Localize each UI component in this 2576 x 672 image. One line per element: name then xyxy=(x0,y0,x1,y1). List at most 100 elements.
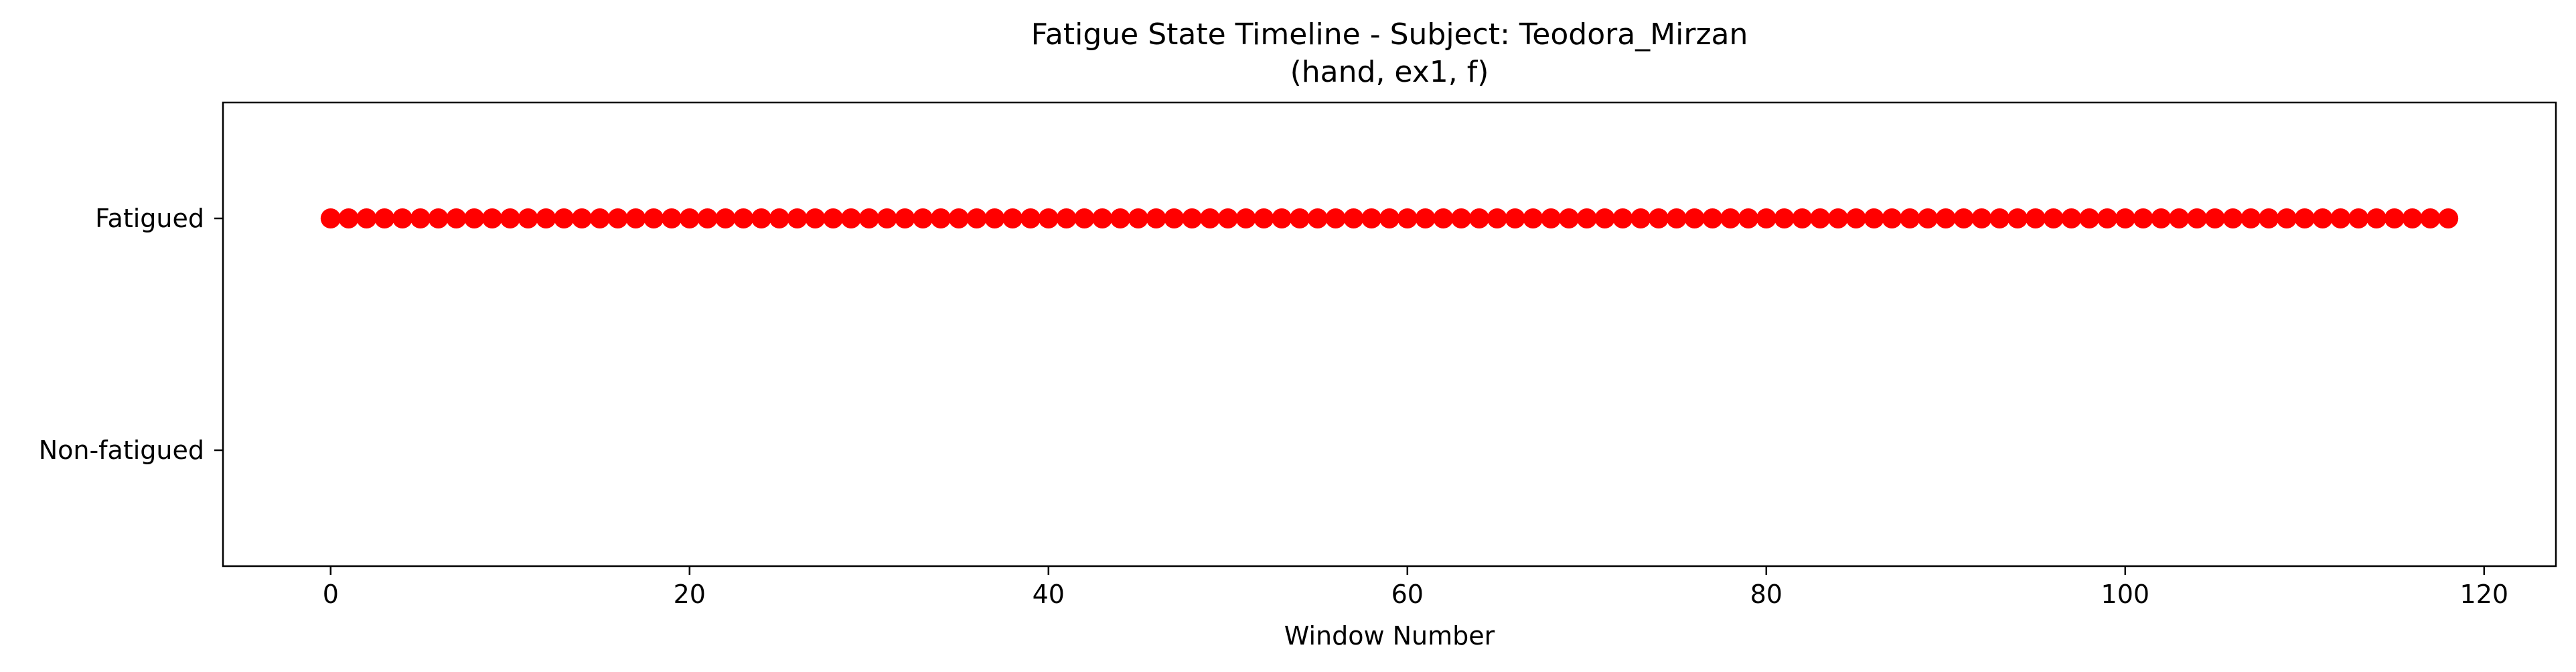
data-point xyxy=(2169,208,2190,228)
x-tick-label: 0 xyxy=(323,580,339,609)
data-point xyxy=(1702,208,1723,228)
data-point xyxy=(877,208,897,228)
data-point xyxy=(858,208,879,228)
y-axis-ticks: Non-fatigued Fatigued xyxy=(39,204,223,465)
data-point xyxy=(2204,208,2225,228)
data-point xyxy=(1523,208,1543,228)
data-point xyxy=(787,208,808,228)
data-point xyxy=(1989,208,2010,228)
data-point xyxy=(1020,208,1041,228)
x-tick-label: 20 xyxy=(674,580,706,609)
data-point xyxy=(662,208,682,228)
data-point xyxy=(428,208,449,228)
data-point xyxy=(410,208,431,228)
data-point xyxy=(966,208,987,228)
data-point xyxy=(1541,208,1562,228)
x-tick-label: 40 xyxy=(1033,580,1065,609)
data-point xyxy=(805,208,826,228)
data-point xyxy=(356,208,377,228)
chart-subtitle: (hand, ex1, f) xyxy=(1290,55,1489,89)
data-point xyxy=(1649,208,1669,228)
data-point xyxy=(482,208,502,228)
data-point xyxy=(913,208,933,228)
data-point xyxy=(948,208,969,228)
x-tick-label: 80 xyxy=(1750,580,1783,609)
data-point xyxy=(2312,208,2333,228)
y-tick-label: Fatigued xyxy=(95,204,204,233)
data-point xyxy=(841,208,861,228)
data-point xyxy=(1325,208,1346,228)
data-point xyxy=(1792,208,1813,228)
data-point xyxy=(374,208,395,228)
data-point xyxy=(1469,208,1489,228)
data-point xyxy=(895,208,915,228)
data-point xyxy=(500,208,520,228)
data-point xyxy=(2079,208,2100,228)
data-point xyxy=(1900,208,1920,228)
data-point xyxy=(338,208,359,228)
data-point xyxy=(1217,208,1238,228)
data-point xyxy=(2043,208,2064,228)
data-point xyxy=(1290,208,1310,228)
x-tick-label: 120 xyxy=(2460,580,2509,609)
data-point xyxy=(1918,208,1938,228)
x-tick-label: 100 xyxy=(2101,580,2150,609)
data-point xyxy=(1397,208,1418,228)
data-point xyxy=(1343,208,1364,228)
data-point xyxy=(1379,208,1399,228)
data-point xyxy=(2241,208,2261,228)
data-point xyxy=(1182,208,1203,228)
data-point xyxy=(464,208,485,228)
data-point xyxy=(1845,208,1866,228)
data-point xyxy=(931,208,951,228)
data-point xyxy=(769,208,789,228)
data-point xyxy=(2061,208,2082,228)
data-point xyxy=(1882,208,1902,228)
data-point xyxy=(1254,208,1274,228)
data-point xyxy=(2402,208,2423,228)
data-point xyxy=(320,208,341,228)
data-point xyxy=(751,208,771,228)
data-point xyxy=(1666,208,1687,228)
data-point xyxy=(823,208,844,228)
data-point xyxy=(1056,208,1077,228)
data-point xyxy=(446,208,467,228)
data-point xyxy=(1720,208,1741,228)
data-point xyxy=(733,208,754,228)
x-axis-ticks: 0 20 40 60 80 100 120 xyxy=(323,566,2508,609)
chart-title: Fatigue State Timeline - Subject: Teodor… xyxy=(1031,17,1748,52)
data-point xyxy=(2007,208,2028,228)
data-point xyxy=(643,208,664,228)
data-point xyxy=(2097,208,2117,228)
data-point xyxy=(1110,208,1130,228)
data-point xyxy=(1164,208,1185,228)
data-points xyxy=(320,208,2459,228)
data-point xyxy=(1038,208,1059,228)
data-point xyxy=(1810,208,1831,228)
data-point xyxy=(1307,208,1328,228)
data-point xyxy=(1864,208,1884,228)
data-point xyxy=(2222,208,2243,228)
data-point xyxy=(697,208,718,228)
data-point xyxy=(984,208,1005,228)
data-point xyxy=(1756,208,1776,228)
data-point xyxy=(1092,208,1113,228)
data-point xyxy=(1774,208,1795,228)
data-point xyxy=(2151,208,2172,228)
data-point xyxy=(2259,208,2279,228)
data-point xyxy=(1612,208,1633,228)
data-point xyxy=(1576,208,1597,228)
x-tick-label: 60 xyxy=(1391,580,1424,609)
data-point xyxy=(1433,208,1454,228)
data-point xyxy=(392,208,412,228)
data-point xyxy=(2277,208,2297,228)
data-point xyxy=(1971,208,1992,228)
data-point xyxy=(1738,208,1758,228)
data-point xyxy=(2115,208,2135,228)
data-point xyxy=(1074,208,1095,228)
data-point xyxy=(2330,208,2351,228)
data-point xyxy=(2420,208,2441,228)
plot-area-frame xyxy=(222,101,2557,567)
data-point xyxy=(1684,208,1705,228)
